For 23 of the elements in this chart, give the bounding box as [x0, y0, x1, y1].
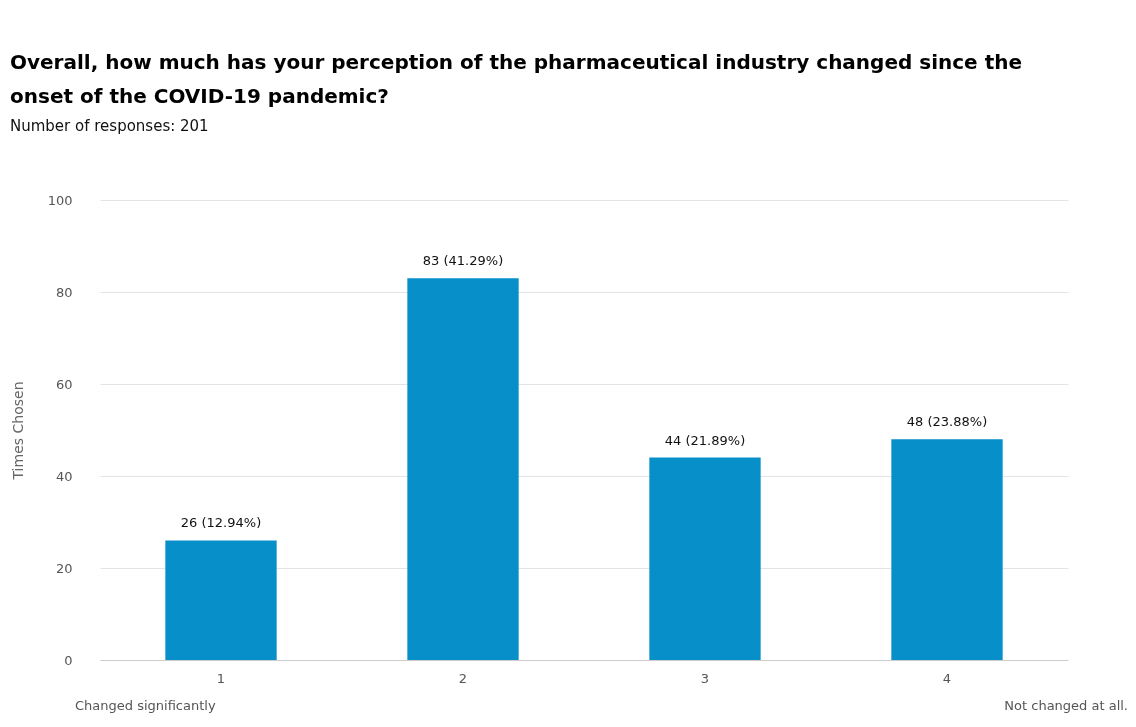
bar [891, 439, 1003, 660]
bar [165, 540, 277, 660]
x-tick-label: 4 [942, 670, 952, 686]
data-label: 83 (41.29%) [422, 253, 504, 269]
data-label: 44 (21.89%) [664, 432, 746, 448]
y-tick-label: 0 [64, 652, 73, 668]
data-label: 26 (12.94%) [180, 515, 262, 531]
bar [407, 278, 519, 660]
y-tick-label: 40 [55, 468, 73, 484]
bar [649, 457, 761, 660]
y-tick-label: 80 [55, 284, 73, 300]
chart-title: Overall, how much has your perception of the pharmaceutical industry changed since the onset of the COVID-19 pandemic? [10, 50, 1023, 108]
chart-subtitle: Number of responses: 201 [10, 117, 209, 135]
x-tick-label: 1 [216, 670, 226, 686]
x-tick-label: 3 [700, 670, 710, 686]
data-label: 48 (23.88%) [906, 414, 988, 430]
text: Changed significantly [75, 698, 216, 713]
y-axis-title: Times Chosen [9, 381, 26, 481]
y-tick-label: 60 [55, 376, 73, 392]
x-tick-label: 2 [458, 670, 468, 686]
y-tick-label: 20 [55, 560, 73, 576]
text: Not changed at all. [1004, 698, 1128, 713]
y-tick-label: 100 [47, 192, 73, 208]
